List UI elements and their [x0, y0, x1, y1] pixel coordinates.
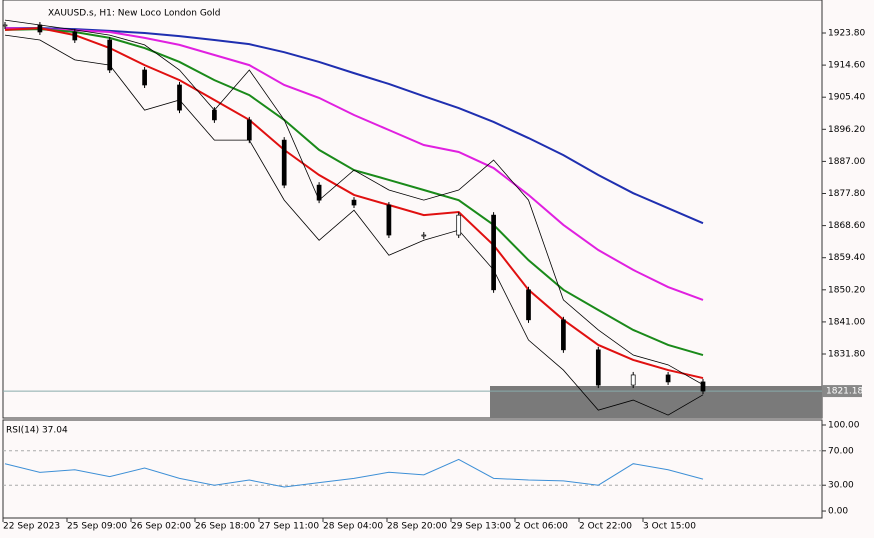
candle	[72, 31, 78, 41]
y-tick-label: 1896.20	[828, 125, 865, 135]
x-tick-label: 22 Sep 2023	[3, 522, 60, 532]
candle	[107, 39, 113, 71]
candle	[491, 214, 496, 291]
x-tick-label: 28 Sep 04:00	[323, 522, 383, 532]
candle	[246, 119, 252, 141]
candle	[37, 24, 43, 33]
candle	[2, 24, 8, 27]
y-tick-label: 1868.60	[828, 221, 865, 231]
candle	[700, 381, 706, 392]
x-tick-label: 2 Oct 22:00	[579, 522, 632, 532]
candle	[386, 204, 392, 236]
x-tick-label: 3 Oct 15:00	[643, 522, 696, 532]
candle	[177, 84, 182, 111]
y-tick-label: 1859.40	[828, 253, 865, 263]
y-tick-label: 1877.80	[828, 189, 865, 199]
x-tick-label: 26 Sep 18:00	[195, 522, 255, 532]
candle	[630, 374, 636, 386]
candle	[142, 69, 147, 86]
y-tick-label: 1831.80	[828, 350, 865, 360]
indicator-line	[4, 34, 704, 416]
rsi-tick-label: 100.00	[828, 420, 860, 430]
indicator-line	[4, 27, 704, 380]
x-tick-label: 29 Sep 13:00	[451, 522, 511, 532]
rsi-tick-label: 30.00	[828, 481, 854, 491]
rsi-tick-label: 0.00	[828, 507, 848, 517]
candle	[316, 184, 322, 201]
indicator-line	[4, 27, 704, 301]
candle	[595, 349, 601, 386]
rsi-panel	[2, 419, 823, 519]
x-tick-label: 25 Sep 09:00	[67, 522, 127, 532]
x-tick-label: 26 Sep 02:00	[131, 522, 191, 532]
y-tick-label: 1914.60	[828, 61, 865, 71]
rsi-line	[4, 458, 704, 488]
y-tick-label: 1850.20	[828, 285, 865, 295]
x-tick-label: 27 Sep 11:00	[259, 522, 319, 532]
indicator-line	[4, 19, 704, 386]
candle	[665, 374, 671, 383]
chart-title: XAUUSD.s, H1: New Loco London Gold	[48, 9, 221, 19]
y-tick-label: 1905.40	[828, 93, 865, 103]
rsi-label: RSI(14) 37.04	[6, 426, 68, 436]
x-tick-label: 2 Oct 06:00	[515, 522, 568, 532]
candle	[421, 234, 427, 237]
y-tick-label: 1923.80	[828, 29, 865, 39]
candle	[281, 139, 287, 186]
indicator-line	[5, 27, 704, 225]
candle	[351, 199, 357, 206]
price-tag	[822, 385, 862, 398]
y-tick-label: 1887.00	[828, 157, 865, 167]
x-tick-label: 28 Sep 20:00	[387, 522, 447, 532]
rsi-tick-label: 70.00	[828, 446, 854, 456]
candle	[456, 214, 462, 236]
candle	[561, 319, 566, 351]
candle	[212, 109, 217, 121]
candle	[526, 289, 531, 321]
price-tag-label: 1821.18	[826, 387, 863, 397]
y-tick-label: 1841.00	[828, 317, 865, 327]
main-panel	[2, 0, 823, 419]
